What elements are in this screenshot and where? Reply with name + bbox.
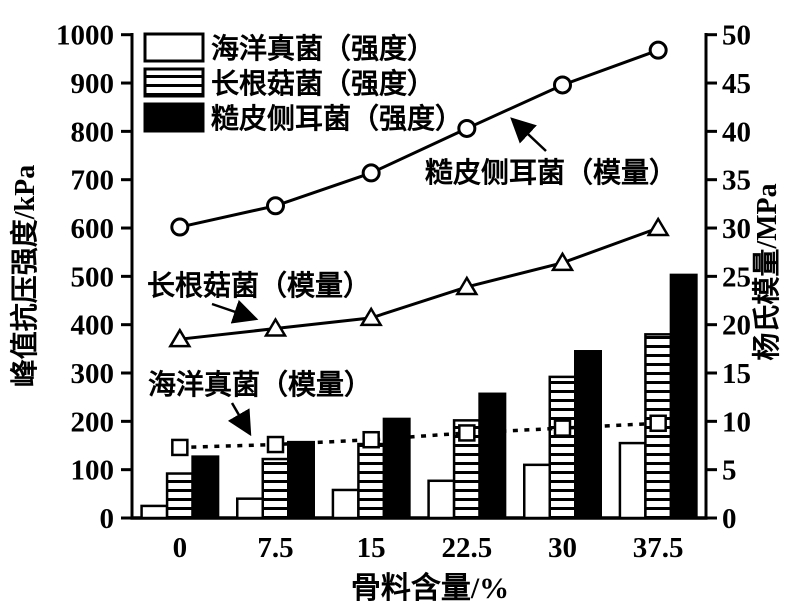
marker-triangle-15: [359, 306, 383, 327]
annotation-arrow-changgen: [211, 299, 259, 324]
right-axis-tick-label-35: 35: [722, 165, 751, 197]
bar-white-15: [331, 488, 360, 520]
marker-square-15: [362, 430, 380, 449]
marker-circle-15: [361, 163, 381, 183]
marker-triangle-37.5: [646, 216, 670, 237]
line-triangle-series: [179, 226, 659, 341]
bar-solid-black-30: [574, 350, 602, 520]
marker-triangle-22.5: [455, 275, 479, 296]
legend-swatch-black-bar: [143, 102, 205, 133]
right-axis-tick-label-40: 40: [722, 116, 751, 148]
bar-horizontal-stripes-30: [548, 375, 577, 520]
right-axis-tick-label-30: 30: [722, 213, 751, 245]
annotation-pleurotus-modulus: 糙皮侧耳菌（模量）: [425, 156, 677, 189]
right-axis-tick-label-0: 0: [722, 503, 737, 535]
marker-circle-7.5: [266, 196, 285, 216]
right-axis-tick-label-10: 10: [722, 406, 751, 438]
left-axis-tick-label-1000: 1000: [56, 20, 114, 52]
bar-solid-black-15: [382, 417, 411, 520]
line-circle-series: [179, 48, 659, 229]
marker-circle-22.5: [457, 118, 477, 138]
bar-white-37.5: [618, 441, 647, 520]
left-axis-tick-label-800: 800: [71, 116, 115, 148]
x-axis-tick-label-37.5: 37.5: [633, 532, 684, 564]
legend: 海洋真菌（强度） 长根菇菌（强度） 糙皮侧耳菌（强度）: [143, 32, 463, 135]
marker-triangle-7.5: [263, 317, 288, 337]
left-axis-tick-label-200: 200: [71, 406, 115, 438]
left-axis-tick-label-700: 700: [71, 165, 115, 197]
legend-label-marine-strength: 海洋真菌（强度）: [211, 32, 435, 65]
left-axis-tick-label-100: 100: [71, 455, 115, 487]
annotation-arrow-marine: [227, 402, 252, 437]
bar-horizontal-stripes-15: [357, 442, 386, 520]
marker-circle-37.5: [648, 40, 668, 60]
left-axis-title: 峰值抗压强度/kPa: [8, 165, 41, 387]
legend-label-changgen-strength: 长根菇菌（强度）: [211, 67, 435, 100]
bar-solid-black-0: [191, 455, 220, 520]
annotations: 糙皮侧耳菌（模量） 长根菇菌（模量） 海洋真菌（模量）: [147, 117, 677, 437]
right-axis-tick-label-5: 5: [722, 455, 737, 487]
marker-square-7.5: [266, 435, 285, 454]
x-axis-title: 骨料含量/%: [351, 571, 509, 605]
left-axis-tick-label-900: 900: [71, 68, 115, 100]
lines-layer: [168, 40, 670, 457]
annotation-changgen-modulus: 长根菇菌（模量）: [147, 269, 371, 302]
left-axis-tick-label-600: 600: [71, 213, 115, 245]
ticks-layer: 0100200300400500600700800900100005101520…: [56, 20, 751, 564]
bar-horizontal-stripes-7.5: [261, 457, 290, 520]
bars-layer: [140, 273, 698, 520]
legend-swatch-white-bar: [143, 32, 205, 63]
marker-square-37.5: [649, 414, 667, 433]
annotation-arrow-pleurotus: [510, 117, 547, 152]
right-axis-tick-label-45: 45: [722, 68, 751, 100]
legend-label-pleurotus-strength: 糙皮侧耳菌（强度）: [211, 102, 463, 135]
right-axis-title: 杨氏模量/MPa: [751, 183, 783, 360]
marker-circle-0: [170, 217, 190, 237]
marker-square-30: [553, 419, 572, 437]
marker-triangle-30: [550, 251, 575, 272]
left-axis-tick-label-300: 300: [71, 358, 115, 390]
annotation-marine-modulus: 海洋真菌（模量）: [148, 368, 372, 401]
bar-white-0: [140, 504, 169, 520]
x-axis-tick-label-7.5: 7.5: [257, 532, 293, 564]
left-axis-tick-label-500: 500: [71, 261, 115, 293]
x-axis-tick-label-30: 30: [548, 532, 577, 564]
marker-square-0: [171, 438, 189, 457]
marker-triangle-0: [168, 327, 192, 348]
bar-white-30: [523, 463, 551, 520]
right-axis-tick-label-15: 15: [722, 358, 751, 390]
x-axis-tick-label-15: 15: [357, 532, 386, 564]
legend-swatch-striped-bar: [143, 67, 205, 98]
bar-solid-black-7.5: [287, 440, 315, 520]
x-axis-tick-label-22.5: 22.5: [441, 532, 492, 564]
left-axis-tick-label-0: 0: [100, 503, 115, 535]
marker-circle-30: [553, 75, 572, 95]
right-axis-tick-label-25: 25: [722, 261, 751, 293]
right-axis-tick-label-50: 50: [722, 20, 751, 52]
bar-solid-black-37.5: [669, 273, 698, 520]
marker-square-22.5: [458, 424, 476, 442]
right-axis-tick-label-20: 20: [722, 310, 751, 342]
left-axis-tick-label-400: 400: [71, 310, 115, 342]
bar-horizontal-stripes-0: [165, 472, 194, 520]
bar-white-22.5: [427, 479, 456, 520]
bar-white-7.5: [236, 497, 264, 520]
bar-solid-black-22.5: [478, 392, 507, 520]
x-axis-tick-label-0: 0: [173, 532, 188, 564]
